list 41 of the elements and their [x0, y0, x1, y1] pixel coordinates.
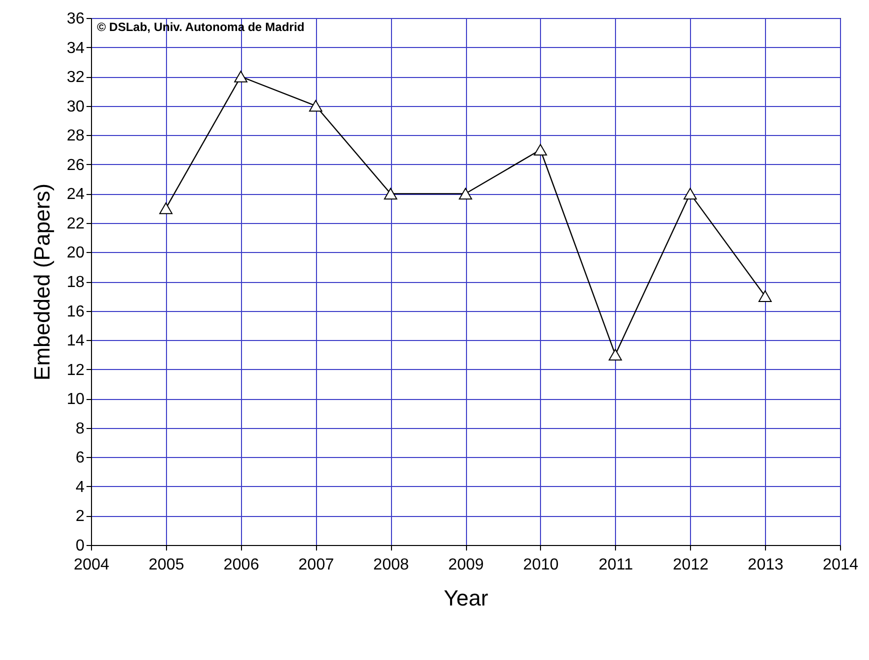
y-tick-label: 14: [66, 332, 85, 350]
x-tick-label: 2010: [523, 556, 559, 574]
y-tick-label: 12: [66, 362, 85, 379]
x-tick-label: 2012: [672, 556, 709, 574]
x-tick-label: 2014: [822, 556, 858, 574]
y-tick-label: 0: [76, 538, 85, 554]
point: [608, 348, 622, 360]
point: [684, 188, 697, 200]
point: [159, 202, 173, 214]
x-tick-label: 2008: [373, 556, 409, 574]
y-tick-label: 30: [66, 98, 85, 116]
x-tick-label: 2009: [448, 556, 484, 574]
y-tick-label: 24: [66, 186, 85, 204]
y-tick-label: 32: [66, 69, 85, 86]
x-tick-label: 2007: [298, 556, 334, 574]
y-tick-label: 22: [66, 215, 85, 232]
point: [758, 290, 772, 302]
point: [384, 188, 398, 200]
x-tick-label: 2005: [148, 556, 184, 574]
x-tick-label: 2013: [748, 556, 784, 574]
y-tick-label: 28: [66, 128, 85, 145]
y-tick-label: 34: [66, 40, 85, 57]
x-axis-title: Year: [444, 586, 488, 610]
x-tick-label: 2006: [224, 556, 260, 574]
y-tick-label: 4: [76, 478, 85, 496]
y-tick-label: 16: [66, 303, 85, 320]
y-axis-title: Embedded (Papers): [30, 184, 55, 380]
y-tick-label: 36: [66, 10, 85, 28]
y-tick-label: 8: [76, 420, 85, 438]
x-tick-label: 2011: [598, 556, 634, 574]
point: [458, 188, 472, 200]
point: [309, 100, 322, 112]
y-tick-label: 20: [66, 244, 85, 262]
y-tick-label: 18: [66, 274, 85, 291]
point: [234, 70, 248, 82]
x-tick-label: 2004: [74, 556, 110, 574]
y-tick-label: 10: [66, 391, 85, 408]
y-tick-label: 6: [76, 450, 85, 467]
y-tick-label: 26: [66, 156, 85, 174]
point: [534, 144, 548, 156]
y-tick-label: 2: [76, 508, 85, 526]
